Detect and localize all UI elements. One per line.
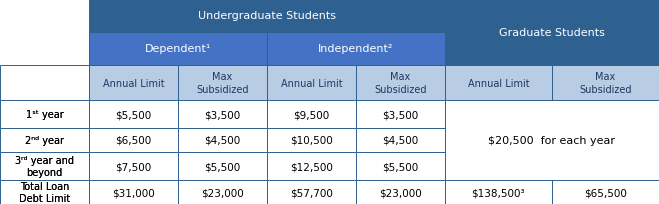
Bar <box>267 129 356 152</box>
Text: $3,500: $3,500 <box>382 110 418 120</box>
Bar <box>89 0 445 33</box>
Bar <box>0 152 89 181</box>
Text: Dependent¹: Dependent¹ <box>145 44 211 54</box>
Bar <box>89 33 267 65</box>
Text: Max
Subsidized: Max Subsidized <box>579 72 632 94</box>
Bar <box>267 101 356 129</box>
Text: $138,500³: $138,500³ <box>472 187 525 197</box>
Bar <box>89 101 178 129</box>
Text: $57,700: $57,700 <box>290 187 333 197</box>
Text: $10,500: $10,500 <box>290 135 333 145</box>
Bar <box>267 65 356 101</box>
Bar <box>445 101 659 181</box>
Bar <box>0 181 89 204</box>
Text: $65,500: $65,500 <box>584 187 627 197</box>
Bar <box>445 65 552 101</box>
Text: $4,500: $4,500 <box>382 135 418 145</box>
Text: 1ˢᵗ year: 1ˢᵗ year <box>26 110 63 120</box>
Bar <box>178 181 267 204</box>
Text: Max
Subsidized: Max Subsidized <box>374 72 426 94</box>
Bar <box>0 0 89 33</box>
Text: $23,000: $23,000 <box>379 187 422 197</box>
Bar <box>178 65 267 101</box>
Text: 2ⁿᵈ year: 2ⁿᵈ year <box>25 135 64 145</box>
Bar <box>178 129 267 152</box>
Text: Max
Subsidized: Max Subsidized <box>196 72 248 94</box>
Bar <box>178 152 267 181</box>
Bar <box>267 152 356 181</box>
Text: 2ⁿᵈ year: 2ⁿᵈ year <box>25 135 64 145</box>
Bar <box>0 129 89 152</box>
Text: $31,000: $31,000 <box>112 187 155 197</box>
Bar <box>0 101 89 129</box>
Bar <box>267 181 356 204</box>
Bar <box>445 181 552 204</box>
Bar <box>552 65 659 101</box>
Bar <box>0 129 89 152</box>
Bar <box>356 129 445 152</box>
Bar <box>552 181 659 204</box>
Text: $5,500: $5,500 <box>382 161 418 171</box>
Text: Independent²: Independent² <box>318 44 393 54</box>
Bar <box>89 129 178 152</box>
Text: 3ʳᵈ year and
beyond: 3ʳᵈ year and beyond <box>15 155 74 177</box>
Text: $3,500: $3,500 <box>204 110 241 120</box>
Text: Graduate Students: Graduate Students <box>499 28 605 38</box>
Bar <box>356 181 445 204</box>
Text: 1ˢᵗ year: 1ˢᵗ year <box>26 110 63 120</box>
Text: $4,500: $4,500 <box>204 135 241 145</box>
Text: $23,000: $23,000 <box>201 187 244 197</box>
Text: $6,500: $6,500 <box>115 135 152 145</box>
Text: Undergraduate Students: Undergraduate Students <box>198 11 336 21</box>
Text: $5,500: $5,500 <box>115 110 152 120</box>
Text: Total Loan
Debt Limit: Total Loan Debt Limit <box>19 182 70 203</box>
Text: Annual Limit: Annual Limit <box>103 78 164 88</box>
Bar <box>356 152 445 181</box>
Bar <box>89 65 178 101</box>
Bar <box>0 181 89 204</box>
Bar <box>0 65 89 101</box>
Bar <box>0 101 89 129</box>
Bar <box>356 65 445 101</box>
Text: Annual Limit: Annual Limit <box>281 78 342 88</box>
Bar <box>267 33 445 65</box>
Bar <box>356 101 445 129</box>
Bar <box>178 101 267 129</box>
Text: $9,500: $9,500 <box>293 110 330 120</box>
Text: Annual Limit: Annual Limit <box>467 78 529 88</box>
Text: Total Loan
Debt Limit: Total Loan Debt Limit <box>19 181 70 203</box>
Bar <box>89 181 178 204</box>
Text: 3ʳᵈ year and
beyond: 3ʳᵈ year and beyond <box>15 155 74 177</box>
Bar <box>89 152 178 181</box>
Text: $20,500  for each year: $20,500 for each year <box>488 136 616 146</box>
Text: $7,500: $7,500 <box>115 161 152 171</box>
Text: $12,500: $12,500 <box>290 161 333 171</box>
Bar <box>0 152 89 181</box>
Text: $5,500: $5,500 <box>204 161 241 171</box>
Bar <box>0 33 89 65</box>
Bar <box>445 0 659 65</box>
